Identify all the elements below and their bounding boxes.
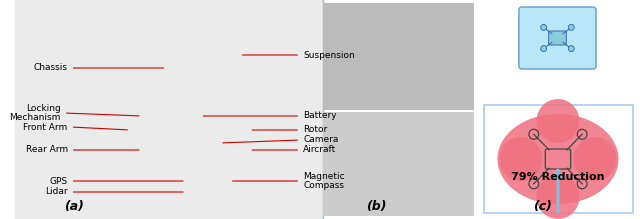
Text: (c): (c) xyxy=(533,200,552,213)
Text: 79% Reduction: 79% Reduction xyxy=(511,172,605,182)
Circle shape xyxy=(536,99,579,143)
Text: Rear Arm: Rear Arm xyxy=(26,145,68,154)
Text: Camera: Camera xyxy=(303,136,339,145)
FancyBboxPatch shape xyxy=(10,0,324,219)
FancyBboxPatch shape xyxy=(548,31,566,45)
Bar xyxy=(480,3,637,216)
Circle shape xyxy=(541,24,547,30)
Text: Battery: Battery xyxy=(303,111,337,120)
Circle shape xyxy=(573,137,616,181)
Text: GPS: GPS xyxy=(49,177,68,185)
Circle shape xyxy=(541,46,547,52)
Text: Chassis: Chassis xyxy=(34,64,68,72)
Text: Aircraft: Aircraft xyxy=(303,145,336,154)
Text: (b): (b) xyxy=(366,200,387,213)
Ellipse shape xyxy=(497,114,618,204)
Text: (a): (a) xyxy=(63,200,83,213)
FancyBboxPatch shape xyxy=(519,7,596,69)
Bar xyxy=(323,3,474,110)
Text: Locking
Mechanism: Locking Mechanism xyxy=(10,104,61,122)
Text: Lidar: Lidar xyxy=(45,187,68,196)
Text: Magnetic
Compass: Magnetic Compass xyxy=(303,172,345,190)
Text: Front Arm: Front Arm xyxy=(24,122,68,131)
Bar xyxy=(323,112,474,216)
FancyBboxPatch shape xyxy=(484,105,633,213)
Text: Rotor: Rotor xyxy=(303,125,327,134)
Text: Suspension: Suspension xyxy=(303,51,355,60)
Circle shape xyxy=(568,46,574,52)
Circle shape xyxy=(499,137,542,181)
Circle shape xyxy=(536,175,579,219)
Circle shape xyxy=(568,24,574,30)
